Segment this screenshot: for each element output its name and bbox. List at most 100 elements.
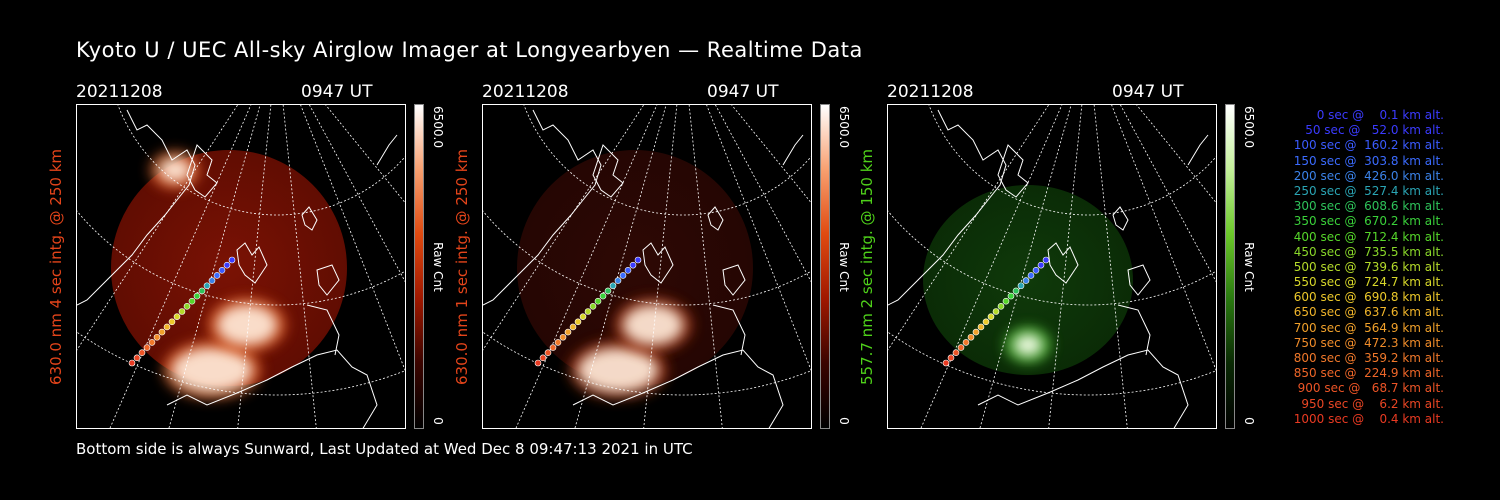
legend-row: 50 sec @ 52.0 km alt. — [1305, 123, 1444, 138]
trajectory-point — [1032, 267, 1040, 274]
trajectory-point — [1012, 287, 1020, 295]
trajectory-point — [977, 323, 985, 331]
colorbar — [820, 104, 830, 429]
legend-row: 150 sec @ 303.8 km alt. — [1293, 153, 1444, 168]
legend-row: 1000 sec @ 0.4 km alt. — [1293, 411, 1444, 426]
trajectory-point — [987, 313, 995, 320]
aurora-blob — [217, 305, 277, 345]
trajectory-point — [957, 344, 965, 351]
legend-row: 800 sec @ 359.2 km alt. — [1293, 351, 1444, 365]
trajectory-point — [614, 277, 622, 284]
trajectory-point — [992, 308, 1000, 315]
legend-row: 450 sec @ 735.5 km alt. — [1293, 244, 1444, 259]
allsky-image — [76, 104, 406, 429]
trajectory-point — [604, 287, 612, 295]
trajectory-point — [619, 272, 627, 279]
trajectory-point — [133, 354, 141, 362]
trajectory-point — [163, 323, 171, 331]
trajectory-point — [952, 349, 960, 356]
panel-date: 20211208 — [887, 82, 974, 102]
trajectory-track — [534, 256, 642, 367]
allsky-image — [887, 104, 1217, 429]
legend-row: 600 sec @ 690.8 km alt. — [1293, 290, 1444, 305]
legend-row: 650 sec @ 637.6 km alt. — [1293, 305, 1444, 320]
colorbar-max-text: 6500.0 — [837, 106, 851, 148]
trajectory-point — [609, 282, 617, 290]
trajectory-legend: 0 sec @ 0.1 km alt. 50 sec @ 52.0 km alt.… — [1252, 108, 1444, 427]
panel-ylabel-text: 630.0 nm 4 sec intg. @ 250 km — [47, 148, 65, 386]
aurora-blob — [1014, 334, 1042, 356]
trajectory-point — [193, 292, 201, 300]
trajectory-point — [1037, 261, 1045, 269]
trajectory-point — [203, 282, 211, 290]
colorbar-max-text: 6500.0 — [431, 106, 445, 148]
trajectory-point — [1042, 256, 1050, 264]
trajectory-track — [128, 256, 236, 367]
legend-row: 400 sec @ 712.4 km alt. — [1293, 229, 1444, 244]
legend-row: 700 sec @ 564.9 km alt. — [1293, 320, 1444, 335]
trajectory-point — [534, 359, 542, 367]
trajectory-point — [559, 333, 567, 341]
trajectory-point — [213, 272, 221, 279]
trajectory-point — [539, 354, 547, 362]
trajectory-point — [143, 344, 151, 351]
legend-row: 850 sec @ 224.9 km alt. — [1293, 366, 1444, 381]
trajectory-point — [942, 359, 950, 367]
trajectory-point — [1007, 292, 1015, 300]
graticule — [77, 105, 405, 428]
trajectory-point — [962, 339, 970, 346]
trajectory-point — [579, 313, 587, 320]
trajectory-point — [624, 267, 632, 274]
trajectory-point — [544, 349, 552, 356]
trajectory-point — [183, 303, 191, 310]
coastlines — [483, 109, 804, 428]
legend-row: 350 sec @ 670.2 km alt. — [1293, 214, 1444, 229]
aurora-blob — [578, 348, 658, 392]
coastlines — [888, 109, 1209, 428]
trajectory-point — [208, 277, 216, 284]
trajectory-point — [138, 349, 146, 356]
colorbar-min-text: 0 — [431, 417, 445, 425]
trajectory-point — [1027, 272, 1035, 279]
aurora-blob — [172, 348, 252, 392]
trajectory-point — [629, 261, 637, 269]
legend-row: 200 sec @ 426.0 km alt. — [1293, 168, 1444, 183]
trajectory-point — [549, 344, 557, 351]
colorbar — [414, 104, 424, 429]
trajectory-point — [564, 328, 572, 336]
trajectory-point — [594, 297, 602, 305]
panel-date: 20211208 — [76, 82, 163, 102]
trajectory-point — [1002, 297, 1010, 305]
trajectory-point — [168, 318, 176, 326]
aurora-blob — [623, 305, 683, 345]
aurora-blob — [159, 158, 191, 182]
panel-ylabel-text: 630.0 nm 1 sec intg. @ 250 km — [453, 148, 471, 386]
trajectory-point — [947, 354, 955, 362]
panel-time: 0947 UT — [707, 82, 779, 102]
colorbar-unit-text: Raw Cnt — [837, 242, 851, 292]
trajectory-point — [188, 297, 196, 305]
legend-row: 750 sec @ 472.3 km alt. — [1293, 335, 1444, 350]
graticule — [483, 105, 811, 428]
trajectory-point — [972, 328, 980, 336]
trajectory-point — [554, 339, 562, 346]
trajectory-point — [148, 339, 156, 346]
trajectory-point — [223, 261, 231, 269]
legend-row: 500 sec @ 739.6 km alt. — [1293, 259, 1444, 274]
image-panel-557nm-2s: 20211208 0947 UT 557.7 nm 2 sec intg. @ 15… — [858, 82, 1287, 432]
trajectory-point — [574, 318, 582, 326]
panel-time: 0947 UT — [301, 82, 373, 102]
legend-row: 950 sec @ 6.2 km alt. — [1301, 396, 1444, 411]
trajectory-point — [158, 328, 166, 336]
legend-row: 900 sec @ 68.7 km alt. — [1297, 381, 1444, 396]
trajectory-point — [982, 318, 990, 326]
trajectory-point — [218, 267, 226, 274]
trajectory-point — [228, 256, 236, 264]
colorbar — [1225, 104, 1235, 429]
panel-time: 0947 UT — [1112, 82, 1184, 102]
trajectory-point — [178, 308, 186, 315]
allsky-image — [482, 104, 812, 429]
trajectory-point — [634, 256, 642, 264]
trajectory-point — [173, 313, 181, 320]
trajectory-track — [942, 256, 1050, 367]
